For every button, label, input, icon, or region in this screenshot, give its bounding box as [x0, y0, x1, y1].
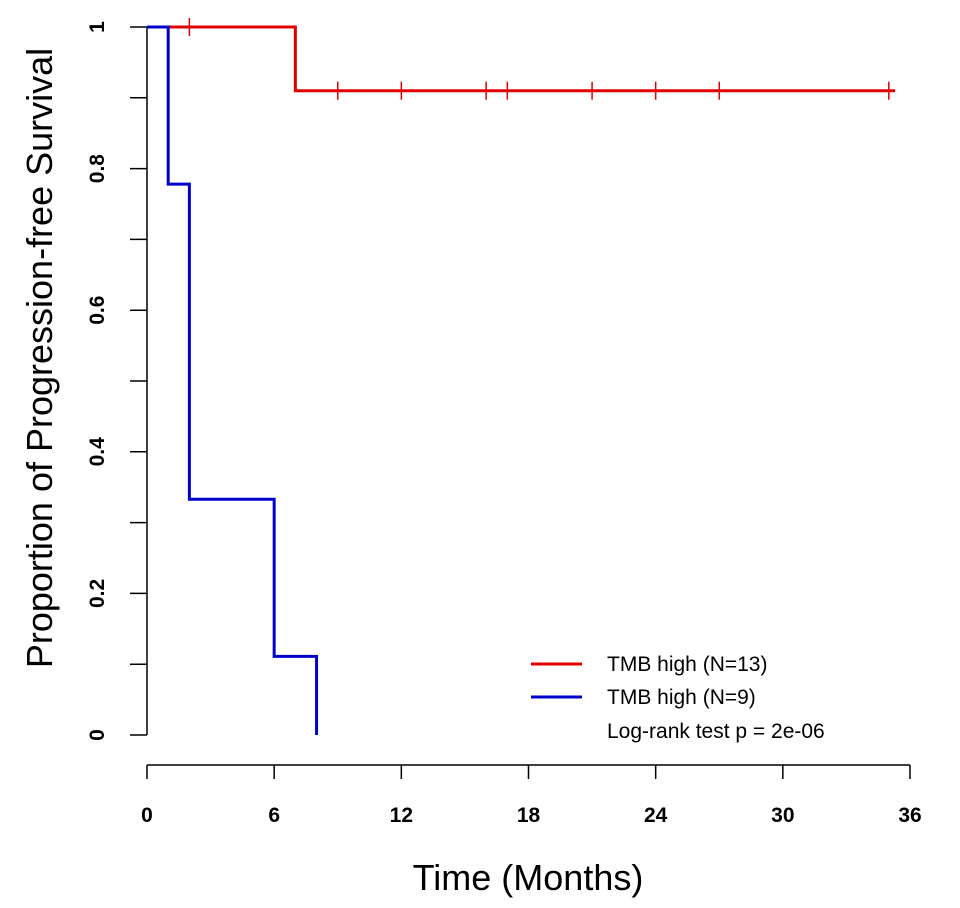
x-axis-title: Time (Months) [413, 857, 644, 898]
y-axis-ticks: 0 0.2 0.4 0.6 0.8 1 [86, 21, 147, 741]
x-tick-label: 30 [771, 804, 794, 827]
series-2-curve [147, 25, 319, 735]
x-tick-label: 18 [517, 804, 541, 827]
y-tick-label: 0.2 [86, 579, 109, 608]
legend-label-series-1: TMB high (N=13) [607, 653, 767, 676]
x-tick-label: 24 [644, 804, 668, 827]
y-tick-label: 0 [86, 729, 109, 741]
x-tick-label: 12 [390, 804, 413, 827]
x-tick-label: 36 [898, 804, 921, 827]
y-axis-title: Proportion of Progression-free Survival [19, 48, 60, 668]
x-tick-label: 0 [141, 804, 153, 827]
series-1-curve [147, 25, 896, 93]
x-axis-ticks: 0 6 12 18 24 30 36 [141, 765, 922, 827]
y-tick-label: 0.8 [86, 154, 109, 184]
legend: TMB high (N=13) TMB high (N=9) Log-rank … [531, 653, 825, 743]
logrank-annotation: Log-rank test p = 2e-06 [607, 720, 825, 743]
legend-label-series-2: TMB high (N=9) [607, 686, 756, 709]
x-tick-label: 6 [268, 804, 280, 827]
y-tick-label: 0.6 [86, 296, 109, 325]
y-tick-label: 1 [86, 21, 109, 33]
y-tick-label: 0.4 [86, 437, 109, 467]
series-layer [147, 18, 896, 735]
